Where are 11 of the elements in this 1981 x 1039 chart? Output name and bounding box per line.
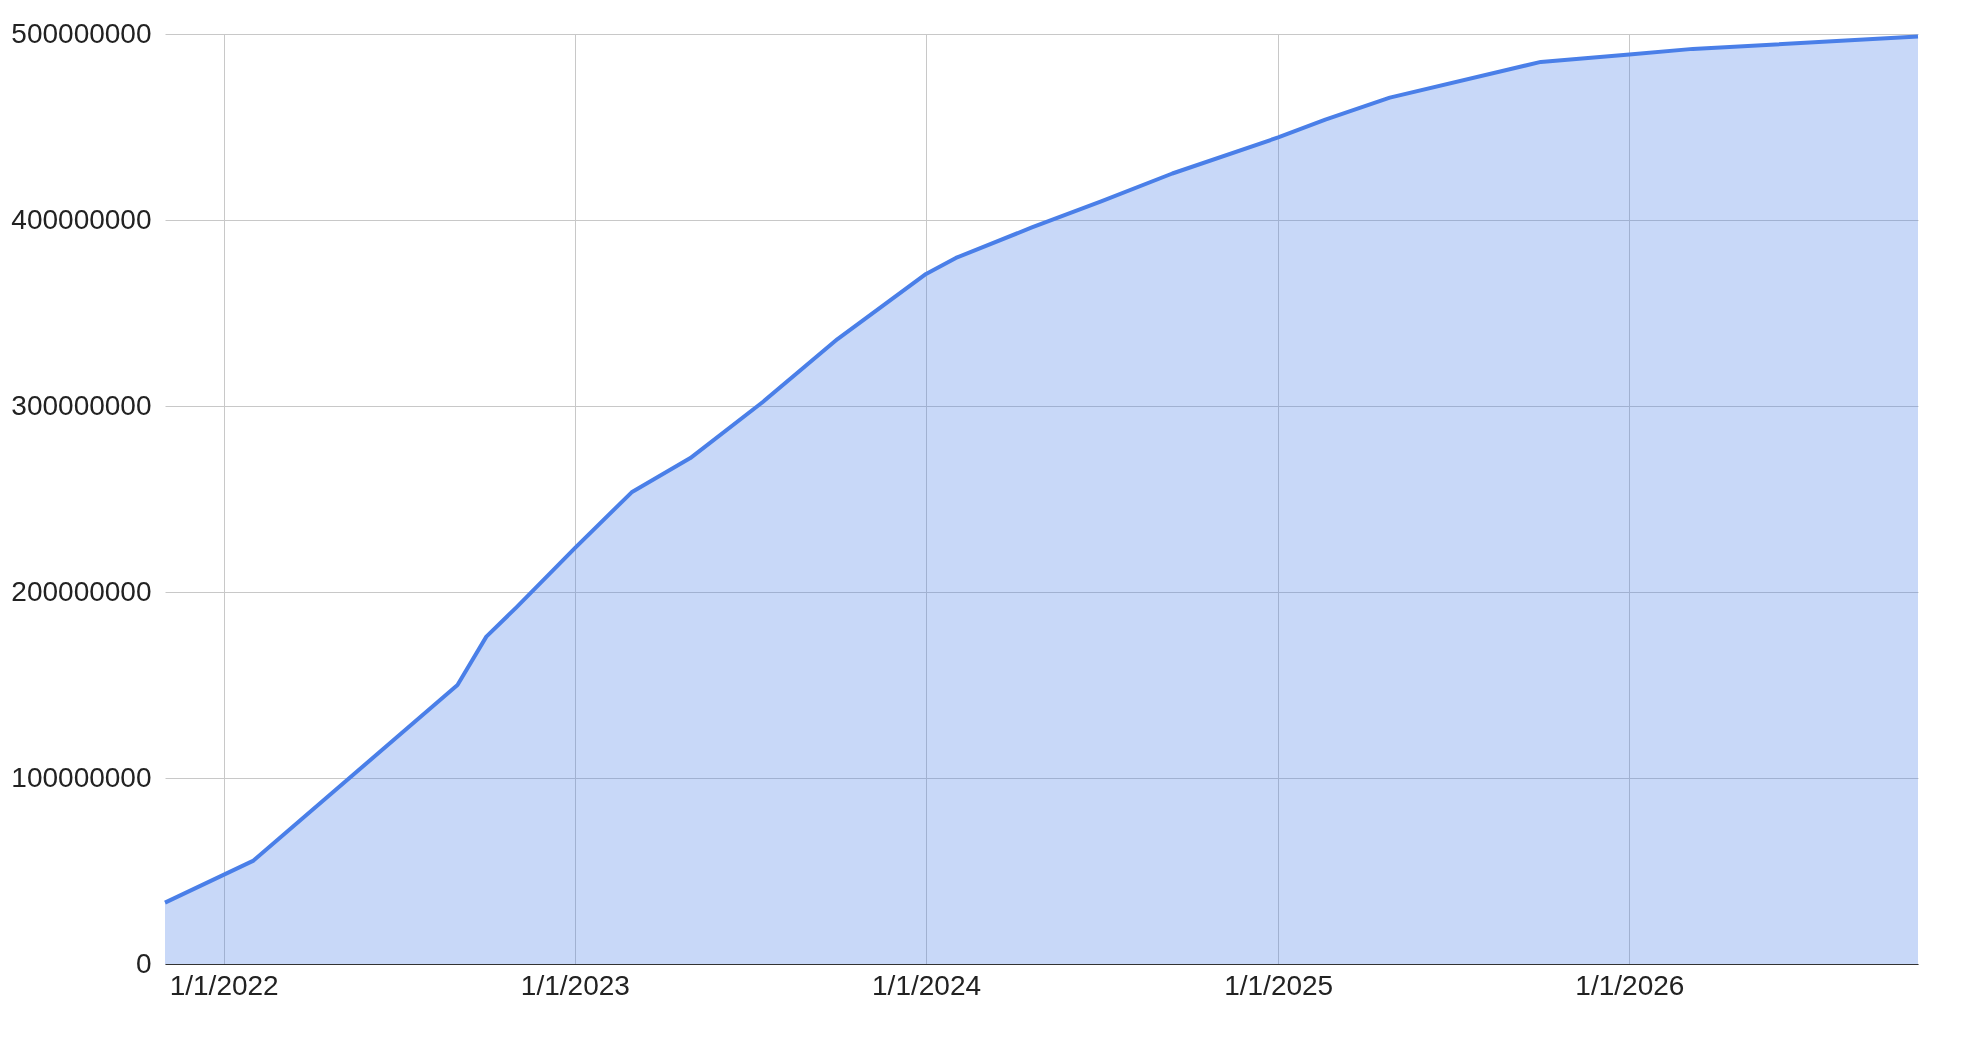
- x-tick-label: 1/1/2022: [169, 969, 279, 1001]
- y-tick-label: 100000000: [11, 761, 152, 793]
- y-tick-label: 200000000: [11, 575, 152, 607]
- x-tick-label: 1/1/2024: [872, 969, 982, 1001]
- y-tick-label: 0: [135, 947, 152, 979]
- x-tick-label: 1/1/2025: [1224, 969, 1334, 1001]
- x-tick-label: 1/1/2026: [1575, 969, 1685, 1001]
- x-tick-label: 1/1/2023: [520, 969, 630, 1001]
- y-tick-label: 500000000: [11, 17, 152, 49]
- y-tick-label: 400000000: [11, 203, 152, 235]
- y-tick-label: 300000000: [11, 389, 152, 421]
